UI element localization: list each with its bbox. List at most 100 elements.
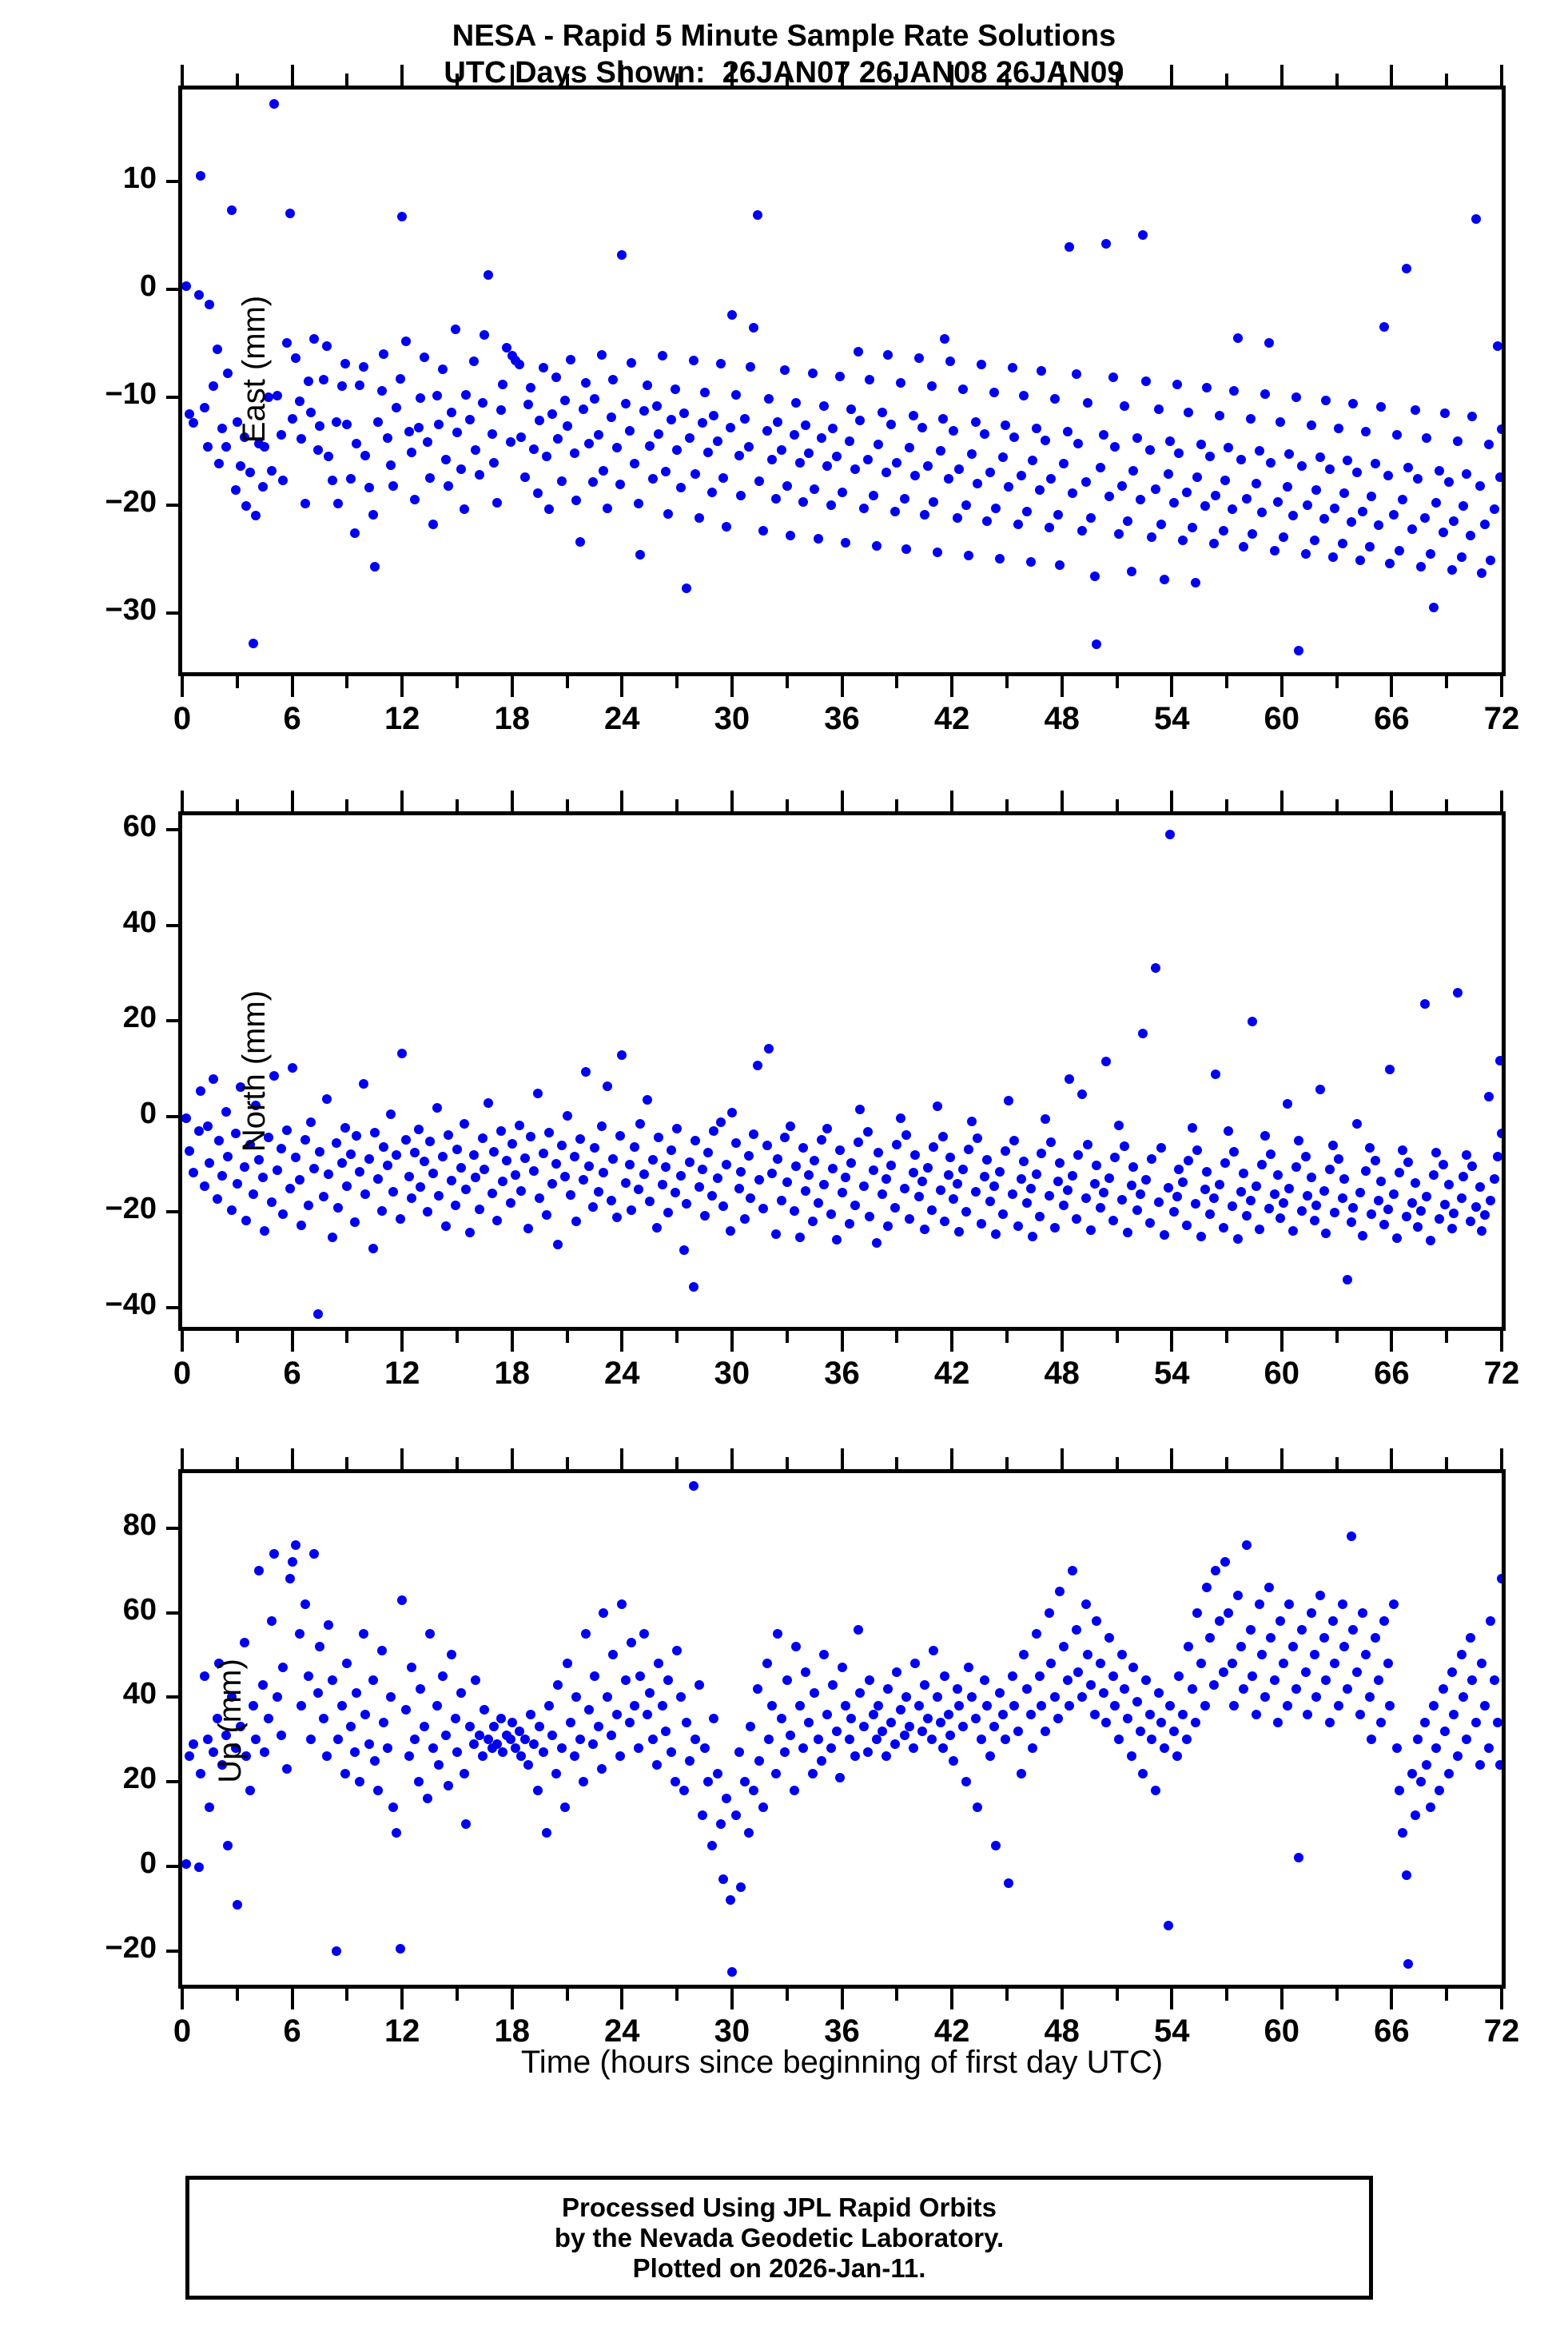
data-point <box>1229 1147 1240 1157</box>
data-point <box>1339 1641 1349 1651</box>
data-point <box>480 1165 490 1175</box>
data-point <box>780 1747 790 1758</box>
data-point <box>525 1709 535 1719</box>
data-point <box>994 1167 1005 1177</box>
x-axis-major-tick <box>1170 1331 1174 1352</box>
data-point <box>932 1692 942 1703</box>
data-point <box>542 452 552 461</box>
data-point <box>236 1082 246 1093</box>
data-point <box>257 481 268 492</box>
data-point <box>1089 571 1100 581</box>
data-point <box>1044 1607 1054 1618</box>
data-point <box>1361 1166 1371 1176</box>
data-point <box>1394 545 1404 556</box>
data-point <box>1474 1181 1485 1192</box>
data-point <box>706 487 717 497</box>
data-point <box>1439 1726 1450 1736</box>
data-point <box>1191 1199 1201 1209</box>
data-point <box>589 394 599 404</box>
data-point <box>1238 542 1248 552</box>
x-axis-tick-label: 72 <box>1483 701 1520 736</box>
data-point <box>406 1193 416 1204</box>
data-point <box>223 1151 233 1161</box>
data-point <box>364 483 374 493</box>
data-point <box>1238 1683 1248 1694</box>
data-point <box>699 1211 710 1221</box>
data-point <box>1174 448 1184 458</box>
data-point <box>294 1175 304 1185</box>
y-axis-tick: −40 <box>105 1289 182 1320</box>
data-point <box>413 1125 424 1134</box>
footer-credit-box: Processed Using JPL Rapid Orbits by the … <box>185 2176 1373 2300</box>
data-point <box>474 469 484 480</box>
data-point <box>989 1722 999 1732</box>
data-point <box>205 1802 215 1812</box>
data-point <box>312 444 323 455</box>
data-point <box>492 498 503 508</box>
data-point <box>209 1074 218 1085</box>
data-point <box>226 205 237 216</box>
data-point <box>644 440 655 451</box>
data-point <box>318 375 328 385</box>
x-axis-major-tick <box>1390 1331 1394 1352</box>
data-point <box>209 381 218 392</box>
data-point <box>919 509 929 520</box>
data-point <box>1126 1181 1136 1190</box>
data-point <box>1136 1189 1146 1200</box>
x-axis-minor-tick <box>235 676 239 688</box>
data-point <box>1269 545 1279 556</box>
data-point <box>1000 420 1010 430</box>
data-point <box>553 1240 563 1250</box>
data-point <box>1236 455 1247 465</box>
data-point <box>626 357 636 368</box>
data-point <box>800 1185 810 1196</box>
data-point <box>400 1705 411 1715</box>
data-point <box>221 441 231 452</box>
data-point <box>249 1700 259 1711</box>
data-point <box>961 1777 972 1787</box>
data-point <box>331 416 341 427</box>
x-axis-top-major-tick <box>1279 1448 1283 1469</box>
y-axis-tick: 0 <box>140 271 182 301</box>
data-point <box>1456 552 1467 562</box>
data-point <box>1324 1718 1335 1728</box>
data-point <box>1474 1760 1485 1770</box>
data-point <box>970 416 981 427</box>
data-point <box>185 1751 195 1762</box>
chart-title-line-1: NESA - Rapid 5 Minute Sample Rate Soluti… <box>452 19 1116 53</box>
data-point <box>1311 1692 1322 1703</box>
data-point <box>1172 1751 1183 1762</box>
data-point <box>516 1185 527 1196</box>
x-axis-top-minor-tick <box>565 74 569 86</box>
data-point <box>1082 1650 1092 1660</box>
data-point <box>753 1683 762 1694</box>
data-point <box>690 1135 701 1145</box>
data-point <box>281 1125 292 1136</box>
data-point <box>1123 516 1133 526</box>
data-point <box>1095 462 1105 472</box>
data-point <box>423 1794 433 1804</box>
data-point <box>1009 1135 1019 1145</box>
data-point <box>1077 1692 1087 1703</box>
data-point <box>1467 412 1478 422</box>
data-point <box>400 1135 411 1145</box>
data-point <box>716 1117 726 1127</box>
data-point <box>514 360 524 370</box>
data-point <box>450 1201 460 1211</box>
x-axis-minor-tick <box>235 1989 239 2001</box>
data-point <box>1073 1667 1084 1677</box>
data-point <box>1311 484 1322 495</box>
x-axis-minor-tick <box>675 1989 679 2001</box>
data-point <box>441 1221 452 1231</box>
x-axis-tick-label: 54 <box>1154 2013 1190 2049</box>
data-point <box>584 438 595 448</box>
data-point <box>789 430 799 440</box>
data-point <box>892 1667 902 1677</box>
data-point <box>620 398 631 408</box>
data-point <box>392 1827 402 1838</box>
data-point <box>240 432 249 442</box>
data-point <box>607 1154 618 1165</box>
data-point <box>441 455 452 465</box>
data-point <box>1156 1143 1166 1153</box>
x-axis-top-major-tick <box>840 791 844 811</box>
